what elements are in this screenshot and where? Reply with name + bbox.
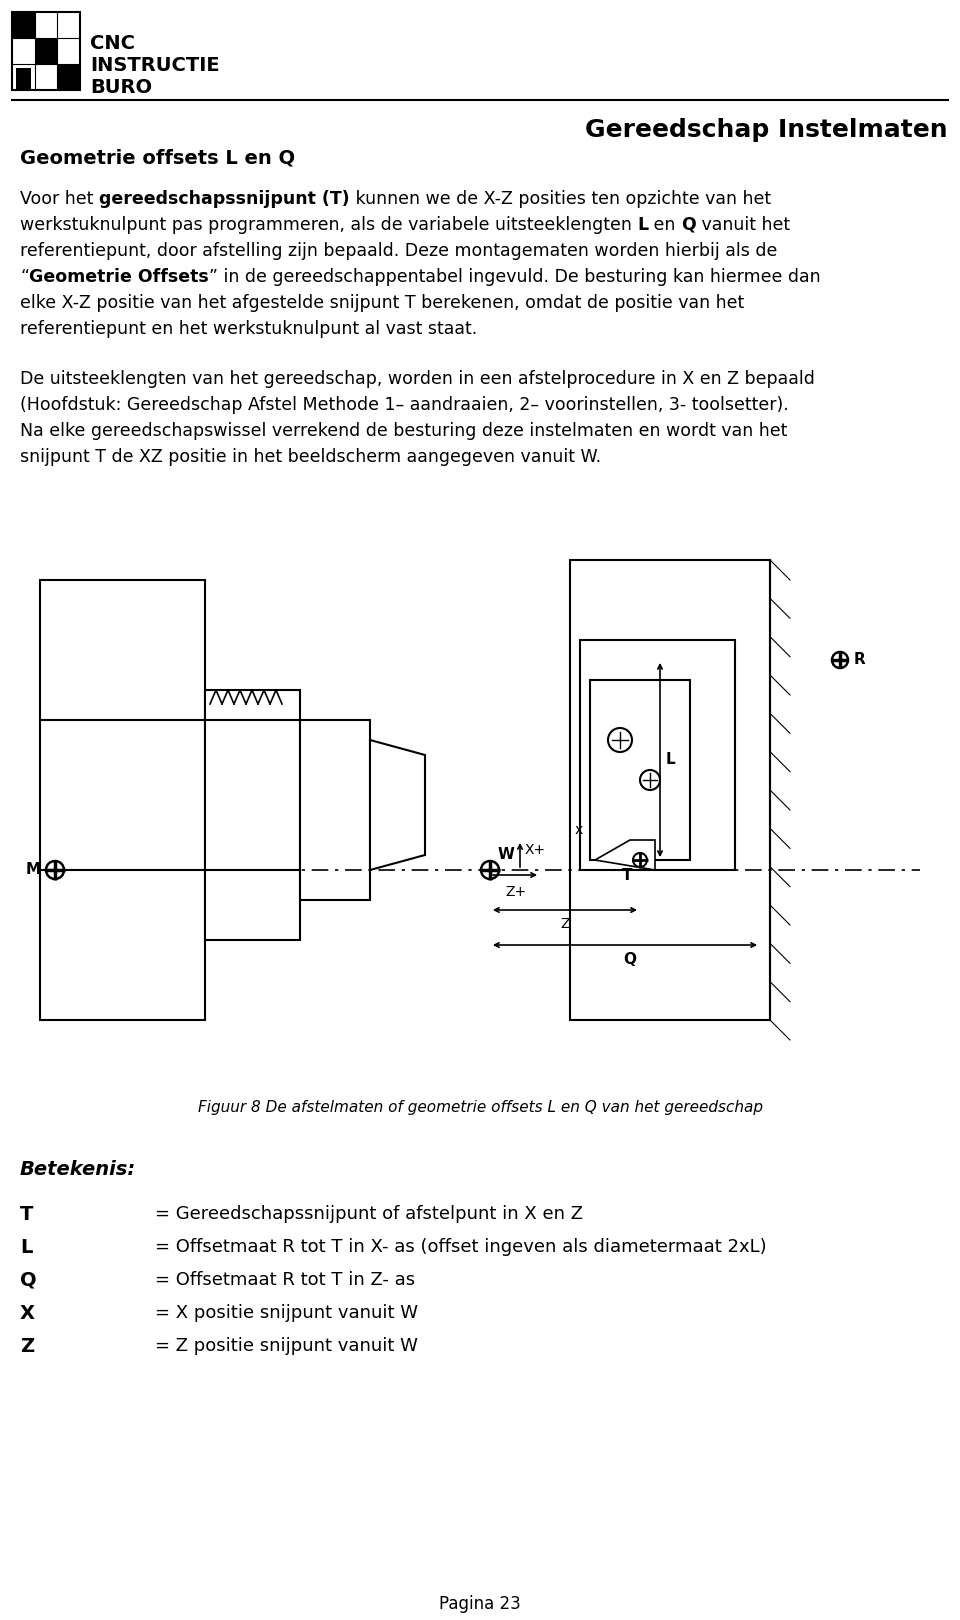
Text: werkstuknulpunt pas programmeren, als de variabele uitsteeklengten: werkstuknulpunt pas programmeren, als de… xyxy=(20,215,637,233)
Text: x: x xyxy=(575,823,584,838)
Text: R: R xyxy=(854,653,866,667)
Text: = Z positie snijpunt vanuit W: = Z positie snijpunt vanuit W xyxy=(155,1336,418,1354)
Text: Na elke gereedschapswissel verrekend de besturing deze instelmaten en wordt van : Na elke gereedschapswissel verrekend de … xyxy=(20,421,787,441)
Bar xyxy=(580,640,735,870)
Text: Z: Z xyxy=(561,917,569,932)
Text: gereedschapssnijpunt (T): gereedschapssnijpunt (T) xyxy=(99,190,349,207)
Text: = Offsetmaat R tot T in Z- as: = Offsetmaat R tot T in Z- as xyxy=(155,1272,415,1290)
Text: X: X xyxy=(20,1304,35,1324)
Text: L: L xyxy=(666,753,676,768)
Text: (Hoofdstuk: Gereedschap Afstel Methode 1– aandraaien, 2– voorinstellen, 3- tools: (Hoofdstuk: Gereedschap Afstel Methode 1… xyxy=(20,395,789,415)
Text: Geometrie offsets L en Q: Geometrie offsets L en Q xyxy=(20,147,295,167)
Text: De uitsteeklengten van het gereedschap, worden in een afstelprocedure in X en Z : De uitsteeklengten van het gereedschap, … xyxy=(20,369,815,389)
Bar xyxy=(58,65,80,91)
Text: Pagina 23: Pagina 23 xyxy=(439,1596,521,1614)
Text: Q: Q xyxy=(623,951,636,967)
Text: L: L xyxy=(637,215,649,233)
Text: “: “ xyxy=(20,267,29,287)
Text: Q: Q xyxy=(682,215,696,233)
Bar xyxy=(570,561,770,1021)
Text: T: T xyxy=(20,1205,34,1225)
Text: Z+: Z+ xyxy=(505,885,526,899)
Bar xyxy=(40,580,205,1021)
Text: Geometrie Offsets: Geometrie Offsets xyxy=(29,267,208,287)
Text: ” in de gereedschappentabel ingevuld. De besturing kan hiermee dan: ” in de gereedschappentabel ingevuld. De… xyxy=(208,267,821,287)
Text: BURO: BURO xyxy=(90,78,152,97)
Text: = Gereedschapssnijpunt of afstelpunt in X en Z: = Gereedschapssnijpunt of afstelpunt in … xyxy=(155,1205,583,1223)
Text: L: L xyxy=(20,1238,33,1257)
Text: INSTRUCTIE: INSTRUCTIE xyxy=(90,57,220,75)
Text: elke X-Z positie van het afgestelde snijpunt T berekenen, omdat de positie van h: elke X-Z positie van het afgestelde snij… xyxy=(20,293,744,313)
Text: Figuur 8 De afstelmaten of geometrie offsets L en Q van het gereedschap: Figuur 8 De afstelmaten of geometrie off… xyxy=(198,1100,762,1115)
Text: M: M xyxy=(26,862,41,878)
Text: X+: X+ xyxy=(525,842,546,857)
Text: T: T xyxy=(622,868,633,883)
Text: CNC: CNC xyxy=(90,34,135,53)
Bar xyxy=(12,11,80,91)
Text: Q: Q xyxy=(20,1272,36,1290)
Bar xyxy=(590,680,690,860)
Text: referentiepunt, door afstelling zijn bepaald. Deze montagematen worden hierbij a: referentiepunt, door afstelling zijn bep… xyxy=(20,241,778,259)
Polygon shape xyxy=(595,841,655,870)
Text: = X positie snijpunt vanuit W: = X positie snijpunt vanuit W xyxy=(155,1304,418,1322)
Bar xyxy=(35,37,58,65)
Text: vanuit het: vanuit het xyxy=(696,215,790,233)
Bar xyxy=(12,11,35,37)
Text: Betekenis:: Betekenis: xyxy=(20,1160,136,1179)
Text: Voor het: Voor het xyxy=(20,190,99,207)
Text: kunnen we de X-Z posities ten opzichte van het: kunnen we de X-Z posities ten opzichte v… xyxy=(349,190,771,207)
Bar xyxy=(300,719,370,901)
Polygon shape xyxy=(370,740,425,870)
Bar xyxy=(16,68,31,91)
Text: = Offsetmaat R tot T in X- as (offset ingeven als diametermaat 2xL): = Offsetmaat R tot T in X- as (offset in… xyxy=(155,1238,767,1256)
Text: snijpunt T de XZ positie in het beeldscherm aangegeven vanuit W.: snijpunt T de XZ positie in het beeldsch… xyxy=(20,449,601,467)
Text: Z: Z xyxy=(20,1336,35,1356)
Text: Gereedschap Instelmaten: Gereedschap Instelmaten xyxy=(586,118,948,143)
Text: en: en xyxy=(649,215,682,233)
Text: W: W xyxy=(498,847,515,862)
Bar xyxy=(205,690,300,940)
Text: referentiepunt en het werkstuknulpunt al vast staat.: referentiepunt en het werkstuknulpunt al… xyxy=(20,321,477,339)
